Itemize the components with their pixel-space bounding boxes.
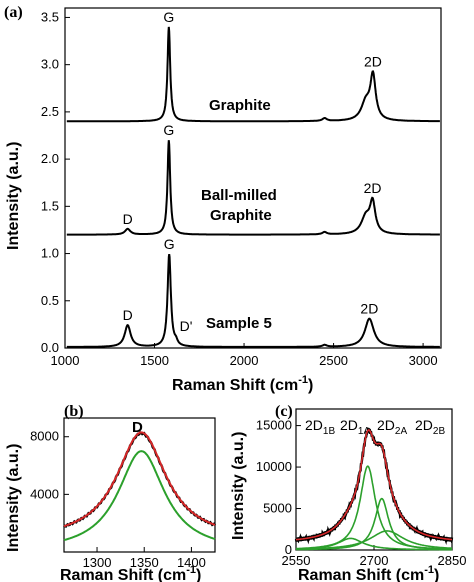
panel-b-x-ticks: 1300 1350 1400 <box>83 547 206 570</box>
panel-c-x-tick-label: 2850 <box>438 553 467 568</box>
panel-c-2D2B-line <box>295 530 452 550</box>
panel-a-y-tick-label: 0.5 <box>41 293 59 308</box>
panel-a-series-line <box>66 253 440 348</box>
panel-a-series-line <box>66 140 440 236</box>
panel-a-peak-label: G <box>163 9 174 25</box>
panel-a-peak-label: 2D <box>364 180 382 196</box>
panel-c-component-label: 2D2B <box>415 417 445 437</box>
panel-c-2D2A-line <box>296 497 452 551</box>
panel-a-sample-label-graphite: Graphite <box>209 97 271 114</box>
panel-c-component-label: 2D1A <box>340 417 370 437</box>
panel-c-component-label: 2D1B <box>305 417 335 437</box>
panel-b-label: (b) <box>64 403 84 420</box>
panel-c-x-tick-label: 2550 <box>282 553 311 568</box>
panel-a-peak-labels: G 2D D G 2D D G D' 2D <box>123 9 382 334</box>
panel-b-x-axis-label: Raman Shift (cm-1) <box>60 564 201 582</box>
panel-a-series-line <box>66 26 440 123</box>
panel-a-series-lines <box>66 26 440 348</box>
panel-b-x-tick-label: 1400 <box>177 555 206 570</box>
panel-c-component-labels: 2D1B 2D1A 2D2A 2D2B <box>305 417 445 437</box>
panel-a-peak-label: 2D <box>364 53 382 69</box>
panel-a-y-tick-label: 2.0 <box>41 151 59 166</box>
panel-a-y-tick-label: 3.5 <box>41 9 59 24</box>
panel-a-sample-label-sample5: Sample 5 <box>206 315 272 332</box>
panel-a-x-tick-label: 1500 <box>140 353 169 368</box>
panel-a-peak-label: G <box>163 122 174 138</box>
panel-a-peak-label: 2D <box>360 301 378 317</box>
panel-b-fit-line <box>63 431 216 528</box>
panel-a-sample-label-ballmilled-2: Graphite <box>210 207 272 224</box>
panel-a-label: (a) <box>4 4 23 21</box>
panel-a-x-axis-label: Raman Shift (cm-1) <box>172 374 313 394</box>
panel-a-peak-label: D <box>123 307 133 323</box>
panel-b-component-line <box>63 450 216 542</box>
panel-c-label: (c) <box>275 403 293 420</box>
panel-c-y-tick-label: 0 <box>285 542 292 557</box>
panel-b-x-tick-label: 1350 <box>130 555 159 570</box>
panel-a-y-tick-label: 3.0 <box>41 57 59 72</box>
panel-b-peak-label-d: D <box>132 419 143 436</box>
panel-c-component-label: 2D2A <box>377 417 407 437</box>
panel-a-x-tick-label: 1000 <box>51 353 80 368</box>
panel-a-y-tick-label: 1.5 <box>41 198 59 213</box>
panel-a-peak-label: G <box>164 236 175 252</box>
panel-b-y-ticks: 4000 8000 <box>30 429 69 501</box>
panel-b-series-lines <box>63 431 217 542</box>
panel-a-x-ticks: 1000 1500 2000 2500 3000 <box>51 343 438 368</box>
panel-c-x-axis-label: Raman Shift (cm-1) <box>298 564 439 582</box>
panel-a-peak-label: D' <box>180 318 193 334</box>
panel-a-y-ticks: 0.0 0.5 1.0 1.5 2.0 2.5 3.0 3.5 <box>41 9 70 355</box>
panel-b-y-tick-label: 4000 <box>30 486 59 501</box>
panel-c-y-ticks: 0 5000 10000 15000 <box>256 418 301 557</box>
panel-c-y-axis-label: Intensity (a.u.) <box>230 432 247 540</box>
panel-a-sample-label-ballmilled-1: Ball-milled <box>201 187 277 204</box>
panel-c-y-tick-label: 15000 <box>256 418 292 433</box>
panel-c-x-tick-label: 2700 <box>360 553 389 568</box>
panel-c-fit-line <box>295 429 453 541</box>
panel-a-x-tick-label: 3000 <box>409 353 438 368</box>
panel-a-y-axis-label: Intensity (a.u.) <box>5 142 22 250</box>
panel-c-y-tick-label: 5000 <box>263 501 292 516</box>
panel-a-peak-label: D <box>123 211 133 227</box>
panel-a-chart: (a) 1000 1500 2000 2500 3000 0.0 0.5 1.0 1.5 2.0… <box>4 4 442 394</box>
panel-c-x-ticks: 2550 2700 2850 <box>282 545 467 568</box>
panel-a-x-tick-label: 2500 <box>319 353 348 368</box>
panel-b-y-axis-label: Intensity (a.u.) <box>5 444 22 552</box>
panel-c-chart: (c) 2D1B 2D1A 2D2A 2D2B 2550 2700 2850 0 5000 1… <box>230 403 466 582</box>
panel-a-x-tick-label: 2000 <box>230 353 259 368</box>
panel-b-chart: (b) D 1300 1350 1400 4000 8000 Raman Shift … <box>5 403 217 582</box>
panel-b-y-tick-label: 8000 <box>30 429 59 444</box>
panel-a-y-tick-label: 1.0 <box>41 246 59 261</box>
panel-a-y-tick-label: 2.5 <box>41 104 59 119</box>
panel-c-y-tick-label: 10000 <box>256 459 292 474</box>
panel-a-plot-frame <box>64 7 442 349</box>
panel-c-series-lines <box>294 427 454 551</box>
panel-b-x-tick-label: 1300 <box>83 555 112 570</box>
panel-a-y-tick-label: 0.0 <box>41 340 59 355</box>
panel-b-plot-frame <box>63 417 216 553</box>
